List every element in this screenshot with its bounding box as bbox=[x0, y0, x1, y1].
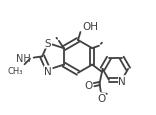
Text: NH: NH bbox=[16, 53, 31, 63]
Text: N: N bbox=[44, 66, 52, 76]
Text: CH₃: CH₃ bbox=[8, 66, 23, 75]
Text: S: S bbox=[45, 39, 51, 49]
Text: N: N bbox=[119, 76, 126, 86]
Text: OH: OH bbox=[82, 22, 98, 32]
Text: O: O bbox=[97, 93, 105, 103]
Text: O: O bbox=[85, 80, 93, 90]
